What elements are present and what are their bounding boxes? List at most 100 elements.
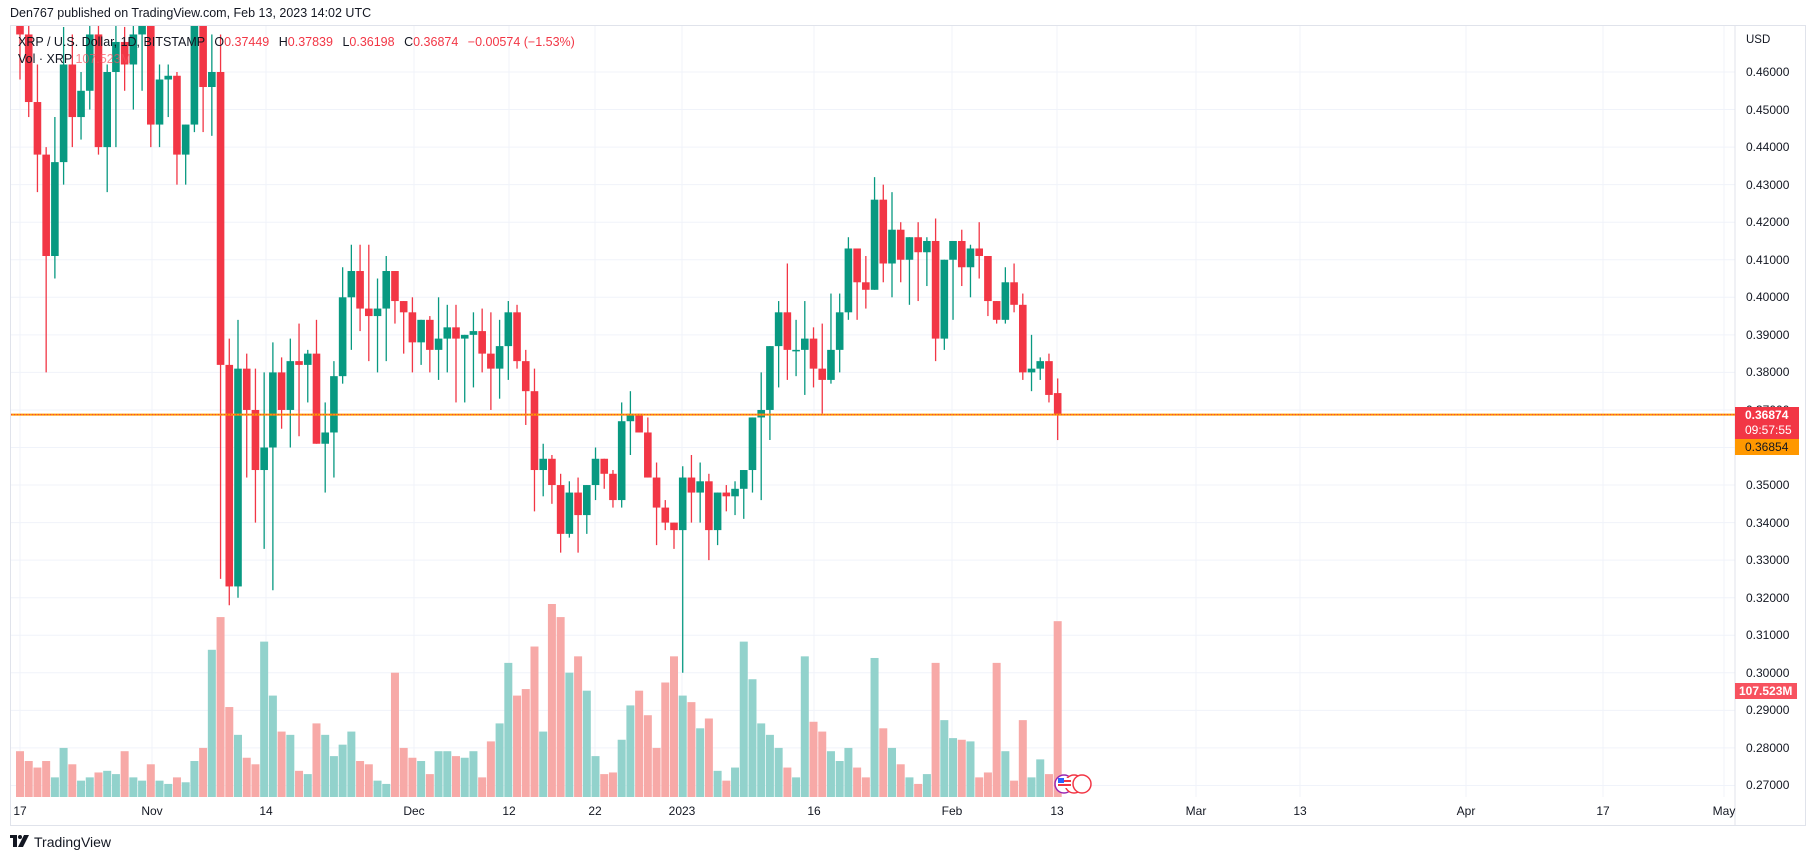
volume-bar [234,734,242,797]
volume-bar [260,641,269,797]
time-tick-label: 17 [1596,804,1610,818]
volume-bar [922,774,931,797]
candle-body [609,473,617,501]
volume-bar [722,780,731,797]
volume-bar [914,783,923,797]
volume-bar [207,649,216,797]
volume-bar [574,656,583,797]
candle-body [277,372,286,410]
volume-bar [85,777,94,797]
volume-bar [870,657,879,797]
candle-body [705,481,713,531]
candle-body [234,368,242,587]
volume-bar [565,672,574,797]
candle-body [687,477,696,493]
candle-body [888,229,896,264]
candle-body [181,124,190,155]
volume-bar [530,646,539,797]
price-tick-label: 0.31000 [1746,628,1790,643]
candle-body [678,477,687,531]
volume-bar [696,728,705,797]
price-tick-label: 0.38000 [1746,365,1790,380]
candle-body [774,312,783,347]
candle-body [565,492,574,534]
candle-body [766,346,774,410]
candle-body [931,240,940,339]
volume-bar [652,747,661,797]
chart-legend: XRP / U.S. Dollar, 1D, BITSTAMP O0.37449… [18,34,575,68]
time-tick-label: 12 [502,804,516,818]
volume-bar [739,641,748,797]
candle-body [862,282,870,290]
volume-bar [818,731,827,797]
volume-bar [373,780,382,797]
volume-bar [434,751,443,797]
candle-body [129,34,138,65]
volume-value: 107.523M [75,52,132,66]
time-tick-label: 22 [588,804,602,818]
candle-body [940,259,949,339]
candle-body [905,237,914,260]
candle-body [739,470,748,489]
candle-body [408,312,417,343]
volume-bar [50,777,59,797]
volume-bar [809,721,818,797]
volume-bar [138,780,147,797]
volume-bar [312,723,321,797]
volume-label[interactable]: Vol · XRP [18,52,72,66]
volume-bar [417,761,426,797]
volume-bar [364,764,373,797]
symbol-title[interactable]: XRP / U.S. Dollar, 1D, BITSTAMP [18,35,205,49]
time-tick-label: 14 [259,804,273,818]
candle-body [426,319,434,350]
candle-body [818,368,827,380]
open-value: 0.37449 [224,35,270,49]
volume-bar [181,782,190,797]
volume-bar [582,690,591,797]
volume-bar [1001,751,1010,797]
candle-body [495,346,504,369]
volume-bar [1018,720,1027,797]
candle-body [42,154,50,256]
candle-body [286,361,295,410]
candle-body [783,312,792,350]
candle-body [844,248,853,313]
candle-body [94,34,103,148]
volume-bar [757,723,766,797]
tradingview-logo[interactable]: TradingView [10,834,111,850]
volume-bar [303,774,312,797]
chart-frame[interactable] [10,25,1806,826]
last-price-tag: 0.36874 09:57:55 [1735,407,1799,439]
candle-body [853,248,861,283]
candle-body [147,26,155,125]
volume-bar [643,715,652,797]
candle-body [356,271,364,309]
volume-bar [1044,774,1053,797]
volume-bar [835,761,844,797]
candle-body [460,334,469,339]
volume-bar [687,702,696,797]
volume-bar [338,744,347,797]
candle-body [321,432,329,444]
price-tick-label: 0.41000 [1746,252,1790,267]
volume-bar [617,739,626,797]
volume-bar [949,738,958,797]
close-value: 0.36874 [413,35,459,49]
volume-bar [251,764,260,797]
volume-bar [626,705,635,797]
candle-body [382,271,391,309]
candle-body [504,312,513,347]
candle-body [513,312,521,362]
candle-body [85,34,94,91]
candle-body [975,248,983,256]
candle-body [1036,361,1045,369]
volume-bar [844,747,853,797]
candle-body [469,331,478,335]
time-tick-label: May [1712,804,1736,818]
currency-label: USD [1746,34,1771,46]
volume-tag: 107.523M [1735,683,1797,699]
high-value: 0.37839 [287,35,333,49]
candle-body [914,237,922,253]
volume-bar [103,770,112,797]
